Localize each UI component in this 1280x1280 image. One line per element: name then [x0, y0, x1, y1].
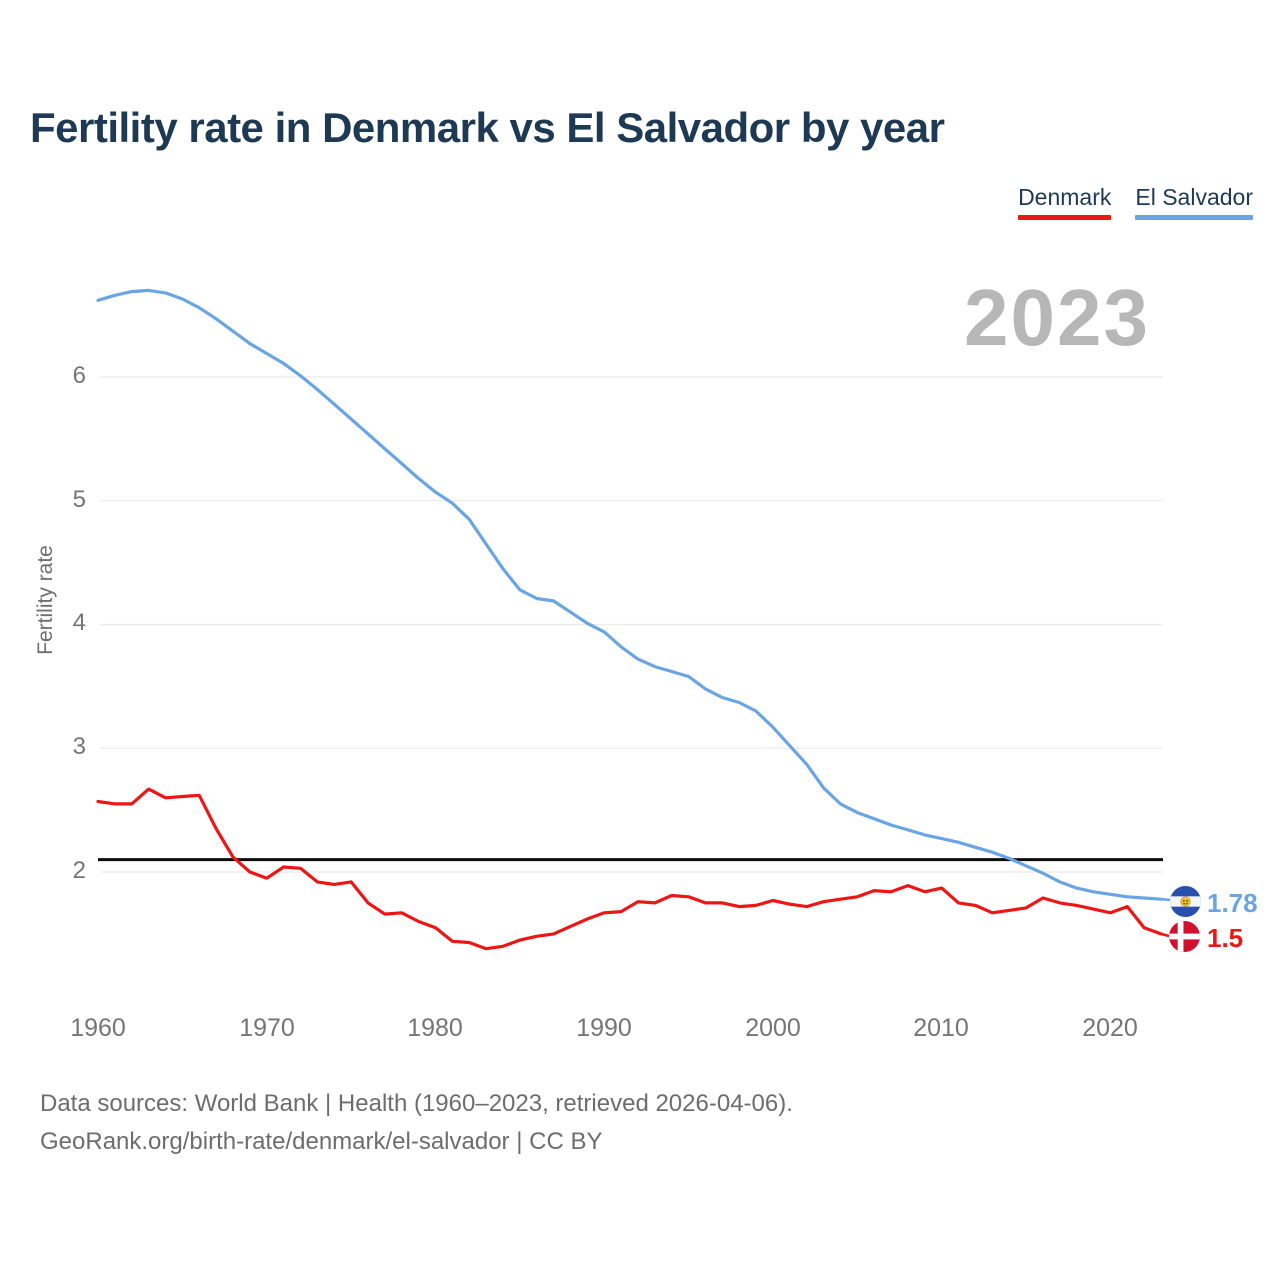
page-title: Fertility rate in Denmark vs El Salvador… — [30, 104, 945, 151]
end-value-el-salvador: 1.78 — [1207, 888, 1258, 918]
flag-connector-el-salvador — [1160, 897, 1171, 902]
fertility-line-el-salvador — [96, 288, 1163, 901]
footer: Data sources: World Bank | Health (1960–… — [40, 1085, 793, 1161]
legend-item-el-salvador[interactable]: El Salvador — [1135, 184, 1253, 220]
legend-item-denmark[interactable]: Denmark — [1018, 184, 1112, 220]
x-tick-label: 1970 — [239, 1014, 295, 1042]
legend-label-el-salvador: El Salvador — [1135, 184, 1253, 210]
flag-connector-denmark — [1160, 932, 1170, 938]
footer-attribution: GeoRank.org/birth-rate/denmark/el-salvad… — [40, 1128, 603, 1155]
end-value-denmark: 1.5 — [1207, 923, 1244, 953]
x-tick-label: 1990 — [576, 1014, 632, 1042]
legend-label-denmark: Denmark — [1018, 184, 1112, 210]
y-tick-label: 4 — [72, 609, 86, 636]
y-tick-label: 6 — [72, 362, 86, 389]
denmark-flag-icon — [1169, 921, 1200, 952]
x-tick-label: 1960 — [70, 1014, 126, 1042]
legend: Denmark El Salvador — [1018, 184, 1253, 220]
x-tick-label: 2000 — [745, 1014, 801, 1042]
x-tick-label: 1980 — [407, 1014, 463, 1042]
fertility-line-denmark — [96, 787, 1163, 951]
legend-underline-denmark — [1018, 215, 1112, 220]
y-tick-label: 2 — [72, 857, 86, 884]
y-axis-label: Fertility rate — [34, 545, 57, 655]
footer-data-sources: Data sources: World Bank | Health (1960–… — [40, 1090, 793, 1117]
y-tick-label: 5 — [72, 486, 86, 513]
x-tick-label: 2010 — [913, 1014, 969, 1042]
x-tick-label: 2020 — [1082, 1014, 1138, 1042]
el-salvador-flag-icon — [1170, 886, 1201, 917]
legend-underline-el-salvador — [1135, 215, 1253, 220]
y-tick-label: 3 — [72, 733, 86, 760]
watermark-year: 2023 — [964, 273, 1150, 362]
